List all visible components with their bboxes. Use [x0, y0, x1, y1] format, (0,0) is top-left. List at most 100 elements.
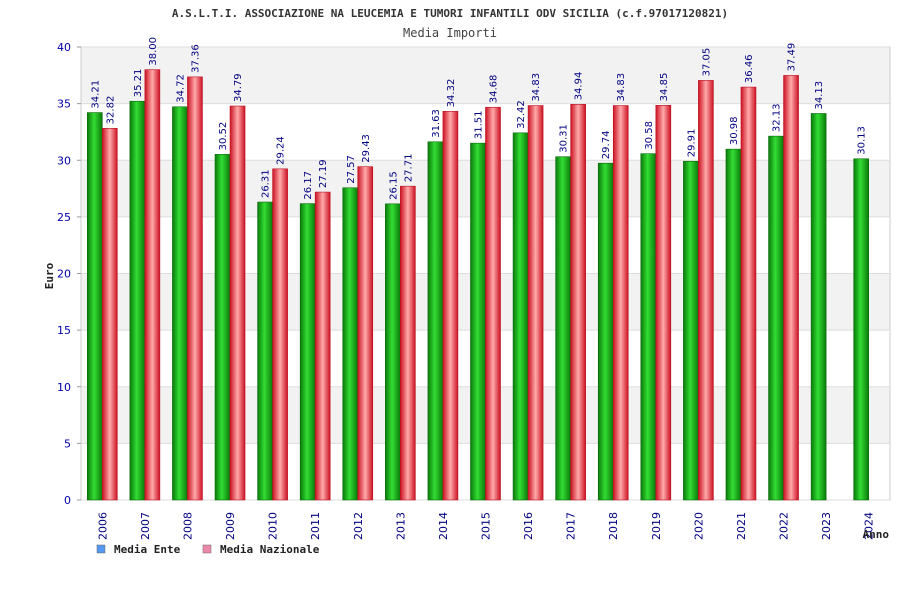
x-tick-label: 2016 [522, 512, 535, 540]
x-tick-label: 2008 [181, 512, 194, 540]
legend-swatch [96, 544, 106, 554]
bar [725, 148, 742, 501]
data-label: 32.13 [772, 103, 783, 132]
data-label: 29.91 [686, 129, 697, 158]
data-label: 34.83 [531, 73, 542, 102]
y-tick-label: 10 [57, 381, 71, 394]
bar [187, 76, 203, 501]
x-tick-label: 2020 [692, 512, 705, 540]
x-axis-label: Anno [863, 528, 890, 541]
bar [853, 158, 870, 501]
bar [470, 142, 486, 501]
x-tick-label: 2023 [820, 512, 833, 540]
bar [214, 154, 231, 501]
data-label: 29.74 [601, 131, 612, 160]
x-tick-label: 2012 [352, 512, 365, 540]
y-axis-label: Euro [43, 262, 56, 289]
chart-title: A.S.L.T.I. ASSOCIAZIONE NA LEUCEMIA E TU… [172, 7, 728, 20]
data-label: 36.46 [744, 54, 755, 83]
data-label: 34.21 [90, 80, 101, 109]
data-label: 26.15 [388, 171, 399, 200]
bar [555, 156, 571, 501]
bar [427, 141, 444, 501]
bar [570, 104, 586, 501]
y-tick-label: 35 [57, 98, 71, 111]
data-label: 37.05 [701, 48, 712, 77]
data-label: 37.49 [787, 43, 798, 72]
bar [172, 106, 188, 501]
data-label: 30.58 [644, 121, 655, 150]
bar [229, 105, 246, 501]
data-label: 26.17 [303, 171, 314, 200]
x-tick-label: 2019 [650, 512, 663, 540]
bar [612, 105, 629, 501]
data-label: 27.71 [403, 154, 414, 183]
bar [385, 203, 401, 501]
legend-label: Media Nazionale [220, 543, 320, 556]
data-label: 30.98 [729, 117, 740, 146]
bar [314, 191, 331, 501]
x-tick-label: 2017 [565, 512, 578, 540]
x-tick-label: 2015 [480, 512, 493, 540]
bar [810, 113, 827, 501]
data-label: 32.42 [516, 100, 527, 129]
data-label: 34.83 [616, 73, 627, 102]
x-tick-label: 2024 [863, 512, 876, 540]
bar [683, 160, 699, 501]
bar [485, 106, 501, 501]
bar [86, 112, 103, 501]
data-label: 27.19 [318, 159, 329, 188]
x-axis-ticks: 2006 2007 2008 2009 2010 2011 2012 2013 2014 2015… [96, 512, 875, 540]
data-label: 30.31 [559, 124, 570, 153]
data-label: 37.36 [190, 44, 201, 73]
legend: Media Ente Media Nazionale [96, 543, 320, 556]
bar [272, 168, 288, 501]
data-label: 31.63 [431, 109, 442, 138]
data-label: 35.21 [133, 69, 144, 98]
data-label: 34.94 [574, 72, 585, 101]
data-label: 38.00 [148, 37, 159, 66]
bar [740, 86, 757, 501]
bar [597, 162, 614, 501]
x-tick-label: 2011 [309, 512, 322, 540]
bar [357, 166, 374, 501]
x-tick-label: 2021 [735, 512, 748, 540]
data-label: 34.32 [446, 79, 457, 108]
data-label: 29.24 [276, 136, 287, 165]
x-tick-label: 2007 [139, 512, 152, 540]
x-tick-label: 2010 [267, 512, 280, 540]
bar [698, 80, 714, 501]
legend-swatch [202, 544, 212, 554]
data-label: 29.43 [361, 134, 372, 163]
data-label: 27.57 [346, 155, 357, 184]
y-tick-label: 25 [57, 211, 71, 224]
y-tick-label: 5 [64, 437, 71, 450]
data-label: 34.68 [489, 75, 500, 104]
legend-label: Media Ente [114, 543, 181, 556]
y-axis-ticks: 0 5 10 15 20 25 30 35 40 [57, 41, 81, 507]
bar [527, 105, 544, 501]
x-tick-label: 2014 [437, 512, 450, 540]
data-label: 31.51 [474, 111, 485, 140]
bar [257, 201, 273, 501]
bar [342, 187, 359, 501]
bar [400, 185, 416, 501]
bar [144, 69, 161, 501]
y-tick-label: 40 [57, 41, 71, 54]
bar [640, 153, 657, 501]
data-label: 30.52 [218, 122, 229, 151]
x-tick-label: 2009 [224, 512, 237, 540]
x-tick-label: 2013 [394, 512, 407, 540]
x-tick-label: 2018 [607, 512, 620, 540]
bar [442, 111, 459, 501]
data-label: 34.79 [233, 73, 244, 102]
bar [768, 135, 784, 501]
x-tick-label: 2022 [778, 512, 791, 540]
bar [101, 128, 118, 501]
data-labels: 34.21 32.82 35.21 38.00 34.72 37.36 30.52 34.79… [90, 37, 867, 200]
bar [512, 132, 529, 501]
bar [129, 100, 146, 501]
data-label: 26.31 [261, 169, 272, 198]
data-label: 30.13 [857, 126, 868, 155]
